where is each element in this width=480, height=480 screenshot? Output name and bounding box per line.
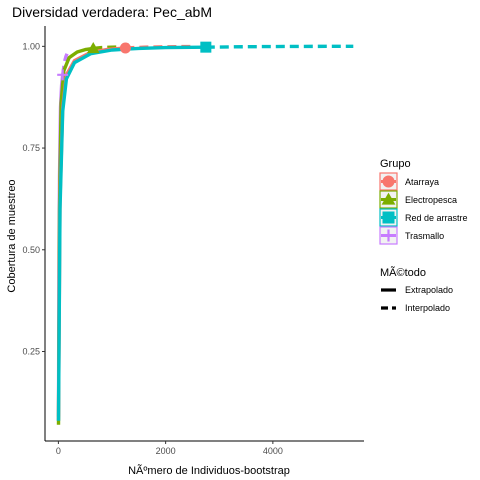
plot-area: 0 2000 4000 0.25 0.50 0.75 1.00 <box>22 26 364 456</box>
series-extrapolated-electropesca <box>93 45 129 51</box>
legend-item-atarraya: Atarraya <box>379 172 439 191</box>
x-axis-label: NÃºmero de Individuos-bootstrap <box>128 464 290 477</box>
legend-key-marker <box>381 192 396 205</box>
series-interpolated-atarraya <box>56 46 126 417</box>
marker-layer <box>57 41 212 81</box>
y-tick-label: 0.75 <box>22 143 40 153</box>
observed-point-atarraya <box>119 42 131 54</box>
legend-item-electropesca: Electropesca <box>379 190 457 209</box>
x-tick-label: 0 <box>56 446 61 456</box>
legend-key-marker <box>382 175 395 188</box>
legend-key-marker <box>382 211 395 224</box>
y-tick-label: 1.00 <box>22 41 40 51</box>
legend-groups: Grupo Atarraya Electropesca Red de arrastr… <box>379 158 468 245</box>
legend-methods: MÃ©todo Extrapolado Interpolado <box>380 266 453 313</box>
series-interpolated-red-de-arrastre <box>56 45 206 421</box>
legend-key-marker <box>382 229 395 242</box>
observed-point-electropesca <box>86 42 100 54</box>
legend-methods-title: MÃ©todo <box>380 266 426 279</box>
legend-label: Red de arrastre <box>405 213 468 223</box>
legend-label: Atarraya <box>405 177 439 187</box>
legend-label: Extrapolado <box>405 285 453 295</box>
series-layer <box>56 44 354 425</box>
x-ticks: 0 2000 4000 <box>56 441 283 456</box>
legend-label: Interpolado <box>405 303 450 313</box>
series-extrapolated-red-de-arrastre <box>205 44 354 49</box>
legend-item-interpolado: Interpolado <box>381 303 450 313</box>
y-tick-label: 0.25 <box>22 346 40 356</box>
legend-label: Trasmallo <box>405 231 444 241</box>
legend-groups-title: Grupo <box>380 158 411 170</box>
y-ticks: 0.25 0.50 0.75 1.00 <box>22 41 45 356</box>
legend-item-extrapolado: Extrapolado <box>381 285 453 295</box>
observed-point-red-de-arrastre <box>200 41 212 53</box>
legend-label: Electropesca <box>405 195 457 205</box>
observed-point-trasmallo <box>57 69 69 81</box>
x-tick-label: 4000 <box>263 446 283 456</box>
x-tick-label: 2000 <box>156 446 176 456</box>
y-axis-label: Cobertura de muestreo <box>6 179 18 292</box>
y-tick-label: 0.50 <box>22 245 40 255</box>
legend-item-red-de-arrastre: Red de arrastre <box>379 208 468 227</box>
chart-title: Diversidad verdadera: Pec_abM <box>12 4 212 20</box>
legend-item-trasmallo: Trasmallo <box>379 226 444 245</box>
